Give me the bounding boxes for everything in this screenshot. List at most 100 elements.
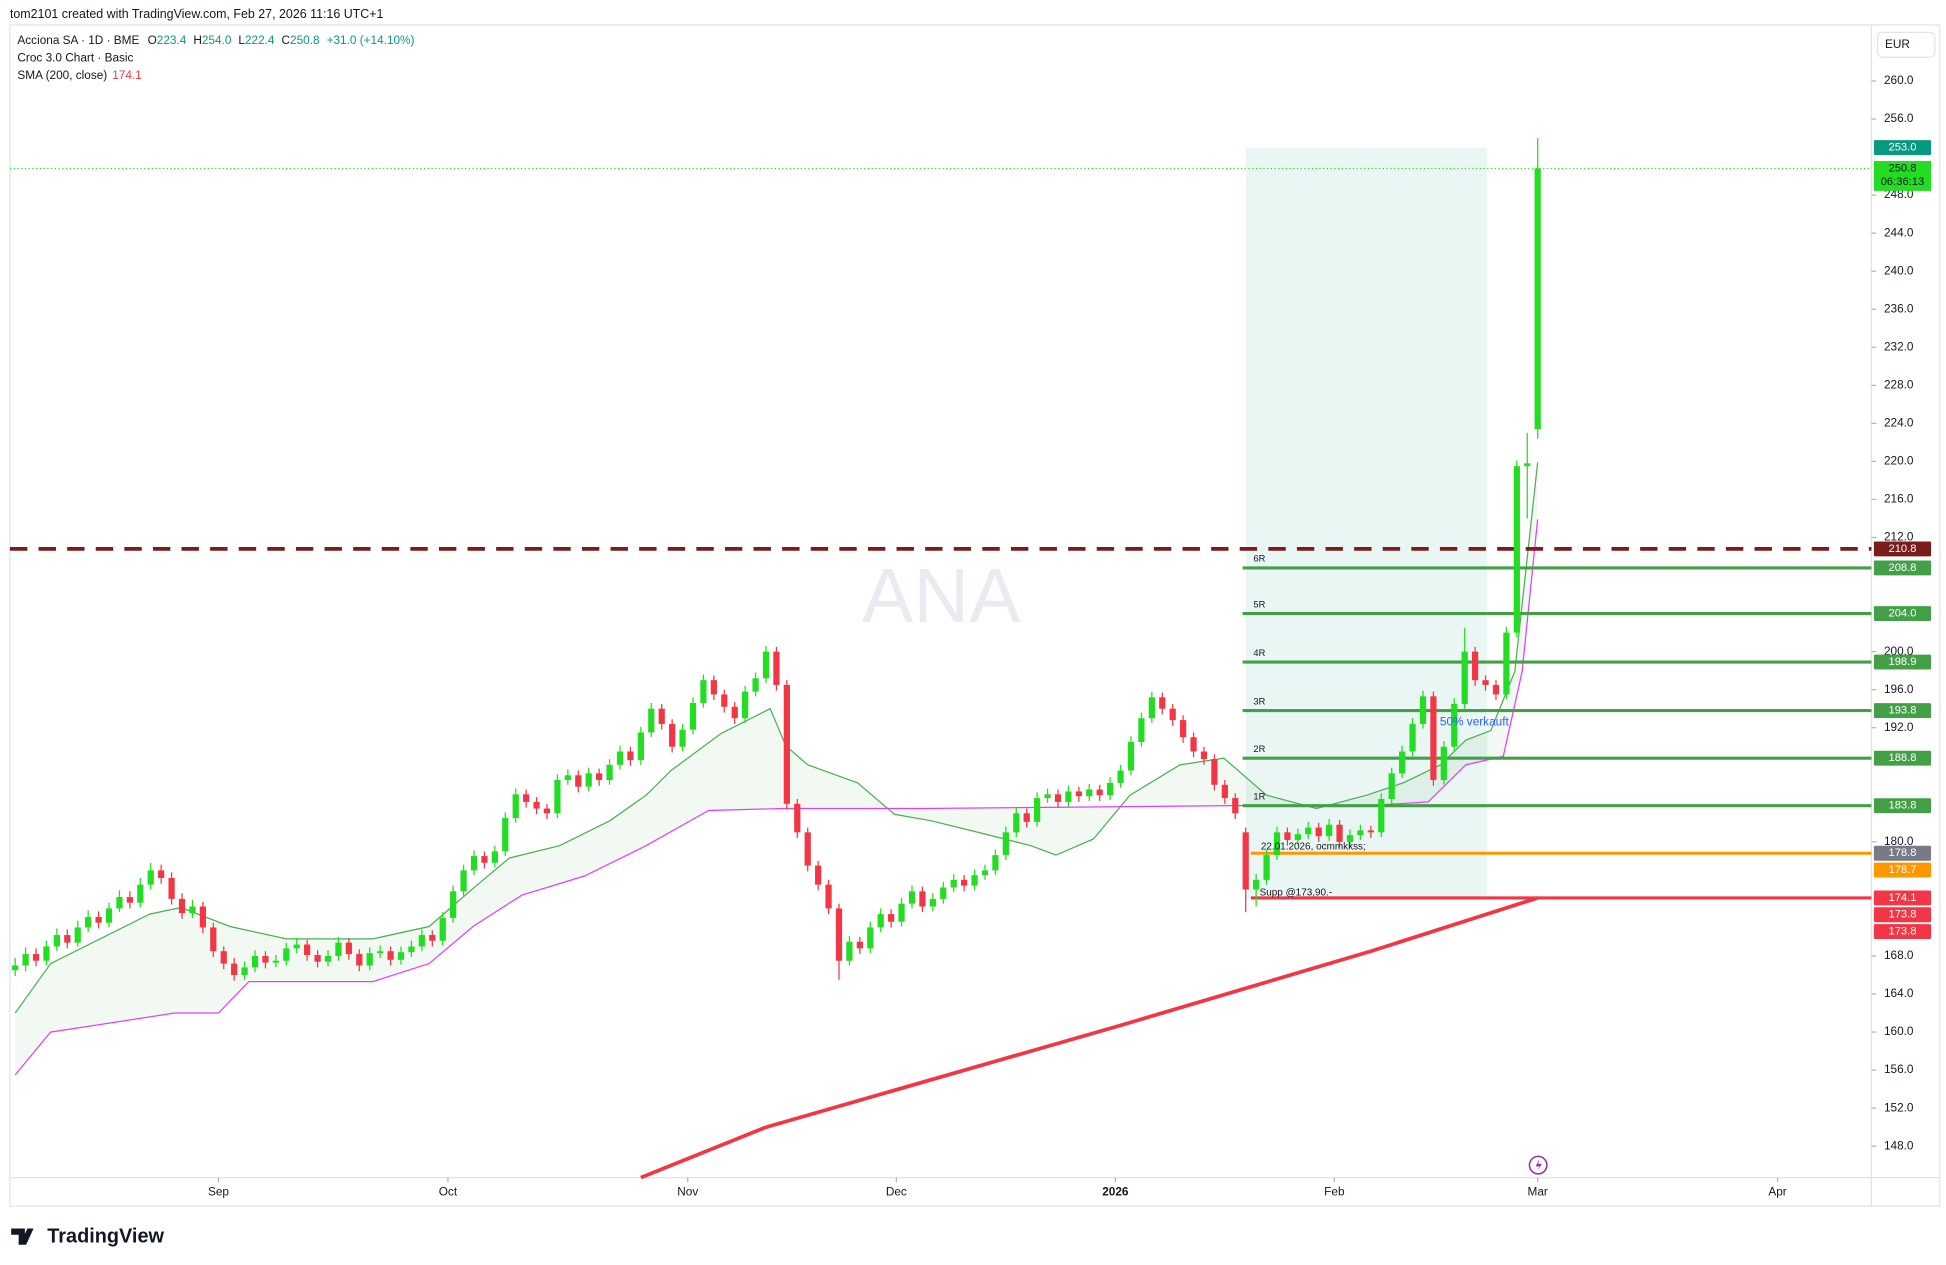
position-box bbox=[1245, 147, 1488, 900]
candle-body bbox=[491, 851, 498, 863]
candle-body bbox=[502, 818, 509, 852]
candle-body bbox=[648, 708, 655, 733]
candle-body bbox=[961, 879, 968, 886]
candle-body bbox=[387, 951, 394, 960]
candle-body bbox=[1315, 827, 1322, 837]
candle-body bbox=[1200, 751, 1208, 760]
candle-body bbox=[981, 870, 989, 876]
candle-body bbox=[439, 917, 446, 941]
y-tick-label: 228.0 bbox=[1884, 377, 1914, 391]
candle-body bbox=[1357, 830, 1364, 836]
high-badge: 253.0 bbox=[1888, 142, 1916, 154]
y-tick-label: 232.0 bbox=[1884, 339, 1914, 353]
candle-body bbox=[126, 897, 133, 903]
candle-body bbox=[585, 773, 592, 787]
candle-body bbox=[627, 751, 634, 761]
level-badge: 173.8 bbox=[1888, 925, 1916, 937]
sma-legend: SMA (200, close) 174.1 bbox=[17, 68, 141, 82]
x-tick-label: Nov bbox=[677, 1185, 698, 1199]
y-tick-label: 212.0 bbox=[1884, 530, 1914, 544]
candle-body bbox=[43, 946, 50, 961]
candle-body bbox=[616, 751, 624, 765]
key: C bbox=[282, 33, 291, 47]
candle-body bbox=[1232, 798, 1239, 814]
candle-body bbox=[971, 875, 978, 886]
level-tag: 6R bbox=[1253, 554, 1265, 564]
candle-body bbox=[272, 960, 279, 963]
x-tick-label: Oct bbox=[439, 1185, 458, 1199]
event-icon[interactable] bbox=[1528, 1155, 1548, 1175]
candle-body bbox=[533, 801, 540, 809]
candle-body bbox=[1242, 832, 1249, 890]
candle-body bbox=[1148, 697, 1155, 719]
candle-body bbox=[199, 906, 206, 928]
candle-body bbox=[1472, 651, 1479, 681]
candle-body bbox=[1002, 832, 1009, 856]
candle-body bbox=[1180, 720, 1187, 738]
candle-body bbox=[1096, 789, 1103, 796]
x-tick-label: Dec bbox=[886, 1185, 907, 1199]
y-tick-label: 168.0 bbox=[1884, 948, 1914, 962]
candle-body bbox=[1388, 773, 1395, 800]
candle-body bbox=[564, 775, 571, 781]
candle-body bbox=[189, 906, 196, 914]
candle-body bbox=[137, 884, 144, 903]
candle-body bbox=[606, 764, 613, 781]
value: 223.4 bbox=[157, 33, 187, 47]
candle-body bbox=[825, 884, 832, 909]
candle-body bbox=[116, 897, 123, 909]
candle-body bbox=[742, 691, 749, 719]
legend: Acciona SA · 1D · BME O223.4 H254.0 L222… bbox=[17, 33, 414, 47]
candle-body bbox=[178, 898, 186, 914]
candle-body bbox=[1305, 827, 1312, 835]
candle-body bbox=[1263, 855, 1270, 880]
indicator: Croc 3.0 Chart · Basic bbox=[17, 51, 133, 65]
candle-body bbox=[12, 965, 19, 971]
candle-body bbox=[1169, 708, 1176, 721]
level-tag: 1R bbox=[1253, 791, 1265, 801]
level-badge: 204.0 bbox=[1888, 608, 1916, 620]
y-tick-label: 200.0 bbox=[1884, 644, 1914, 658]
currency-box[interactable] bbox=[1876, 31, 1936, 58]
candle-body bbox=[710, 680, 717, 695]
candle-body bbox=[1482, 680, 1489, 685]
level-badge: 183.8 bbox=[1888, 800, 1916, 812]
y-tick-label: 160.0 bbox=[1884, 1024, 1914, 1038]
sma-line bbox=[640, 896, 1539, 1180]
candle-body bbox=[429, 935, 436, 941]
candle-body bbox=[220, 951, 227, 964]
candle-body bbox=[397, 952, 405, 960]
candle-body bbox=[1524, 463, 1531, 467]
level-badge-bg bbox=[1873, 924, 1932, 939]
candle-body bbox=[554, 780, 561, 814]
level-badge-bg bbox=[1873, 703, 1932, 719]
candle-body bbox=[523, 794, 530, 802]
candle-body bbox=[1492, 684, 1500, 695]
symbol: Acciona SA · 1D · BME bbox=[17, 33, 139, 47]
y-tick-label: 240.0 bbox=[1884, 263, 1914, 277]
candle-body bbox=[1346, 835, 1354, 842]
candle-body bbox=[293, 944, 300, 949]
currency[interactable]: EUR bbox=[1885, 37, 1910, 51]
candle-body bbox=[1534, 168, 1541, 430]
level-tag: 2R bbox=[1253, 744, 1265, 754]
candle-body bbox=[1138, 718, 1145, 742]
candle-body bbox=[53, 935, 60, 947]
y-tick-label: 156.0 bbox=[1884, 1062, 1914, 1076]
candle-body bbox=[105, 908, 113, 923]
candle-body bbox=[1253, 879, 1260, 890]
level-badge: 178.8 bbox=[1888, 847, 1916, 859]
candle-body bbox=[210, 927, 217, 952]
level-badge-bg bbox=[1873, 890, 1932, 906]
candle-body bbox=[251, 955, 259, 968]
level-tag: 4R bbox=[1253, 648, 1265, 658]
candle-body bbox=[1117, 770, 1124, 783]
y-tick-label: 256.0 bbox=[1884, 111, 1914, 125]
candle-body bbox=[919, 891, 926, 907]
candle-body bbox=[637, 732, 644, 761]
candle-body bbox=[1326, 824, 1333, 837]
candle-body bbox=[689, 702, 697, 730]
candle-body bbox=[1419, 696, 1427, 724]
